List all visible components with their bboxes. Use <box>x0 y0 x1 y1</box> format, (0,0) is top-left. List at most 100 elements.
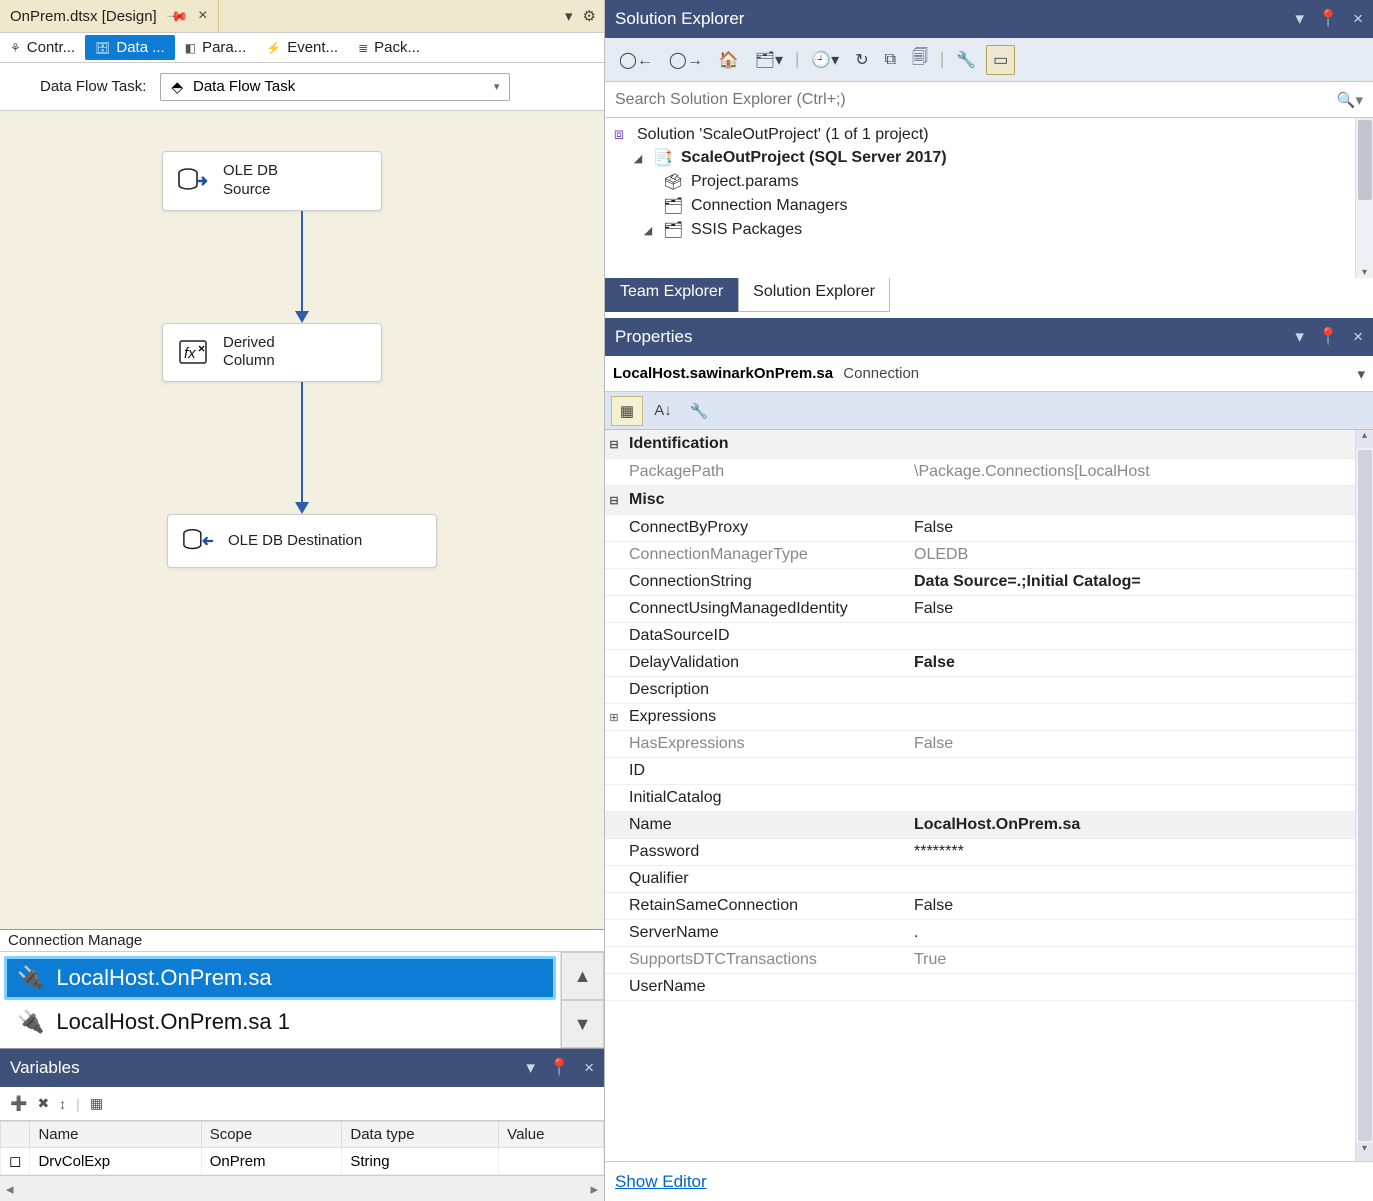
chevron-down-icon[interactable]: ▾ <box>1357 365 1365 383</box>
dft-select[interactable]: ⬘ Data Flow Task ▾ <box>160 73 510 101</box>
prop-value[interactable]: False <box>908 519 1355 537</box>
col-name[interactable]: Name <box>30 1122 201 1148</box>
alphabetical-icon[interactable]: A↓ <box>647 396 679 426</box>
prop-category[interactable]: ⊟Misc <box>605 486 1355 515</box>
tree-item[interactable]: 🗳 Project.params <box>609 170 1369 194</box>
categorized-icon[interactable]: ▦ <box>611 396 643 426</box>
prop-row[interactable]: ConnectionManagerTypeOLEDB <box>605 542 1355 569</box>
se-tree[interactable]: ⧈ Solution 'ScaleOutProject' (1 of 1 pro… <box>605 118 1373 278</box>
tab-team-explorer[interactable]: Team Explorer <box>605 278 738 312</box>
tree-project[interactable]: ◢ 📑 ScaleOutProject (SQL Server 2017) <box>609 146 1369 170</box>
move-variable-icon[interactable]: ↕ <box>59 1096 66 1112</box>
collapse-icon[interactable]: ◢ <box>631 152 645 165</box>
document-tab[interactable]: OnPrem.dtsx [Design] 📌 × <box>0 0 219 32</box>
dropdown-icon[interactable]: ▾ <box>1295 9 1304 29</box>
prop-value[interactable]: \Package.Connections[LocalHost <box>908 463 1355 481</box>
tab-dropdown-icon[interactable]: ▾ <box>565 7 573 25</box>
tab-solution-explorer[interactable]: Solution Explorer <box>738 278 890 312</box>
prop-value[interactable]: OLEDB <box>908 546 1355 564</box>
home-icon[interactable]: 🏠 <box>713 45 745 75</box>
prop-row[interactable]: HasExpressionsFalse <box>605 731 1355 758</box>
tab-data-flow[interactable]: 🗄Data ... <box>85 35 175 60</box>
collapse-icon[interactable]: ⊟ <box>605 494 623 507</box>
prop-row[interactable]: Qualifier <box>605 866 1355 893</box>
tab-package-explorer[interactable]: ≣Pack... <box>348 35 430 60</box>
search-icon[interactable]: 🔍▾ <box>1337 91 1363 109</box>
prop-value[interactable]: False <box>908 735 1355 753</box>
scroll-down-button[interactable]: ▼ <box>561 1000 604 1048</box>
prop-row[interactable]: RetainSameConnectionFalse <box>605 893 1355 920</box>
close-icon[interactable]: × <box>1353 327 1363 347</box>
scroll-up-button[interactable]: ▲ <box>561 952 604 1000</box>
prop-row[interactable]: ID <box>605 758 1355 785</box>
collapse-icon[interactable]: ⧉ <box>879 45 902 75</box>
variables-hscroll[interactable]: ◂▸ <box>0 1175 604 1201</box>
var-value[interactable] <box>499 1148 604 1175</box>
var-scope[interactable]: OnPrem <box>201 1148 342 1175</box>
col-value[interactable]: Value <box>499 1122 604 1148</box>
properties-object-row[interactable]: LocalHost.sawinarkOnPrem.sa Connection ▾ <box>605 356 1373 392</box>
prop-value[interactable]: Data Source=.;Initial Catalog= <box>908 573 1355 591</box>
prop-row[interactable]: UserName <box>605 974 1355 1001</box>
node-oledb-source[interactable]: OLE DB Source <box>162 151 382 211</box>
prop-row[interactable]: PackagePath\Package.Connections[LocalHos… <box>605 459 1355 486</box>
prop-value[interactable]: LocalHost.OnPrem.sa <box>908 816 1355 834</box>
collapse-icon[interactable]: ◢ <box>641 224 655 237</box>
close-icon[interactable]: × <box>198 7 207 25</box>
wrench-icon[interactable]: 🔧 <box>683 396 715 426</box>
prop-row[interactable]: DataSourceID <box>605 623 1355 650</box>
col-scope[interactable]: Scope <box>201 1122 342 1148</box>
prop-row[interactable]: InitialCatalog <box>605 785 1355 812</box>
prop-row[interactable]: ⊞Expressions <box>605 704 1355 731</box>
grid-icon[interactable]: ▦ <box>90 1095 103 1112</box>
dropdown-icon[interactable]: ▾ <box>1295 327 1304 347</box>
pin-icon[interactable]: 📌 <box>162 1 192 31</box>
connection-manager-item[interactable]: 🔌LocalHost.OnPrem.sa 1 <box>4 1000 556 1044</box>
prop-row[interactable]: NameLocalHost.OnPrem.sa <box>605 812 1355 839</box>
delete-variable-icon[interactable]: ✖ <box>37 1095 49 1112</box>
expand-icon[interactable]: ⊞ <box>605 711 623 724</box>
history-icon[interactable]: 🕘▾ <box>805 45 845 75</box>
node-derived-column[interactable]: fx Derived Column <box>162 323 382 383</box>
tree-solution[interactable]: ⧈ Solution 'ScaleOutProject' (1 of 1 pro… <box>609 124 1369 146</box>
tab-parameters[interactable]: ◧Para... <box>175 35 257 60</box>
var-type[interactable]: String <box>342 1148 499 1175</box>
variable-row[interactable]: ◻DrvColExpOnPremString <box>1 1148 604 1175</box>
properties-icon[interactable]: 🔧 <box>950 45 982 75</box>
prop-row[interactable]: ConnectByProxyFalse <box>605 515 1355 542</box>
back-icon[interactable]: ◯← <box>613 45 659 75</box>
tree-item[interactable]: 🗂 Connection Managers <box>609 194 1369 218</box>
prop-value[interactable]: ******** <box>908 843 1355 861</box>
forward-icon[interactable]: ◯→ <box>663 45 709 75</box>
var-name[interactable]: DrvColExp <box>30 1148 201 1175</box>
tab-event-handlers[interactable]: ⚡Event... <box>256 35 348 60</box>
dropdown-icon[interactable]: ▾ <box>526 1058 535 1078</box>
prop-row[interactable]: Password******** <box>605 839 1355 866</box>
tree-item[interactable]: ◢ 🗂 SSIS Packages <box>609 218 1369 242</box>
prop-category[interactable]: ⊟Identification <box>605 430 1355 459</box>
prop-row[interactable]: ConnectUsingManagedIdentityFalse <box>605 596 1355 623</box>
pin-icon[interactable]: 📍 <box>549 1058 570 1078</box>
prop-scrollbar[interactable]: ▴▾ <box>1355 430 1373 1161</box>
prop-row[interactable]: DelayValidationFalse <box>605 650 1355 677</box>
pin-icon[interactable]: 📍 <box>1318 327 1339 347</box>
collapse-icon[interactable]: ⊟ <box>605 438 623 451</box>
prop-value[interactable]: True <box>908 951 1355 969</box>
connection-manager-item[interactable]: 🔌LocalHost.OnPrem.sa <box>4 956 556 1000</box>
gear-icon[interactable]: ⚙ <box>583 7 596 25</box>
prop-row[interactable]: ConnectionStringData Source=.;Initial Ca… <box>605 569 1355 596</box>
prop-value[interactable]: False <box>908 654 1355 672</box>
properties-grid[interactable]: ⊟IdentificationPackagePath\Package.Conne… <box>605 430 1373 1161</box>
close-icon[interactable]: × <box>1353 9 1363 29</box>
prop-row[interactable]: SupportsDTCTransactionsTrue <box>605 947 1355 974</box>
pin-icon[interactable]: 📍 <box>1318 9 1339 29</box>
preview-icon[interactable]: ▭ <box>986 45 1015 75</box>
show-all-icon[interactable]: 🗐 <box>906 45 934 75</box>
search-input[interactable] <box>615 91 1329 109</box>
refresh-icon[interactable]: ↻ <box>849 45 874 75</box>
prop-value[interactable]: . <box>908 924 1355 942</box>
tab-control-flow[interactable]: ⚘Contr... <box>0 35 85 60</box>
prop-row[interactable]: Description <box>605 677 1355 704</box>
sync-icon[interactable]: 🗂▾ <box>749 45 789 75</box>
design-canvas[interactable]: OLE DB Source fx Derived Column OLE DB D… <box>0 111 604 929</box>
